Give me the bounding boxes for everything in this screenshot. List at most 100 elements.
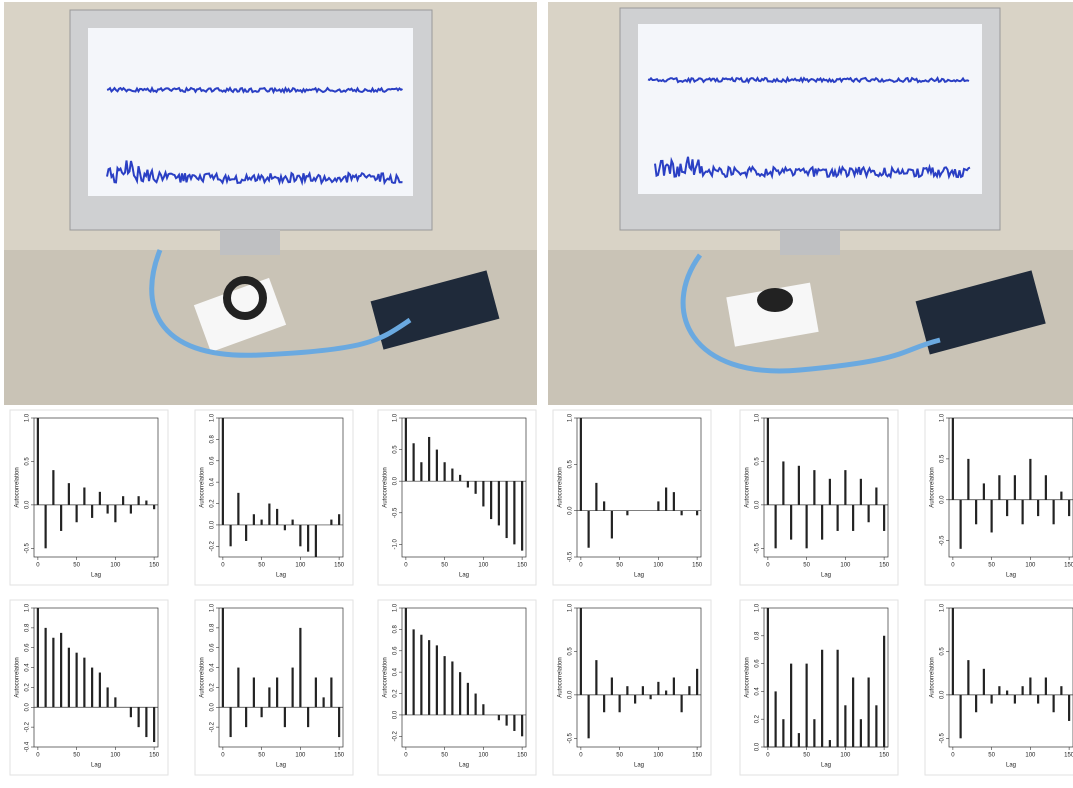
x-tick-label: 0 [36, 563, 40, 569]
x-tick-label: 150 [334, 563, 345, 569]
panel-background [194, 599, 354, 776]
y-tick-label: -0.2 [393, 730, 399, 741]
x-tick-label: 150 [879, 563, 890, 569]
x-tick-label: 150 [1064, 753, 1073, 759]
panel-background [194, 409, 354, 586]
y-tick-label: 0.8 [210, 435, 216, 444]
y-tick-label: 0.0 [568, 506, 574, 515]
x-tick-label: 150 [334, 753, 345, 759]
y-tick-label: 1.0 [568, 413, 574, 422]
x-tick-label: 50 [258, 563, 265, 569]
y-tick-label: 1.0 [393, 603, 399, 612]
x-tick-label: 100 [478, 563, 489, 569]
plot-frame [763, 417, 889, 558]
plot-frame [401, 607, 527, 748]
x-tick-label: 100 [110, 563, 121, 569]
y-tick-label: 1.0 [393, 413, 399, 422]
x-tick-label: 100 [653, 753, 664, 759]
x-axis-label: Lag [459, 763, 469, 769]
x-tick-label: 150 [879, 753, 890, 759]
x-tick-label: 50 [616, 563, 623, 569]
x-axis-label: Lag [91, 573, 101, 579]
panel-background [739, 409, 899, 586]
x-tick-label: 100 [840, 563, 851, 569]
x-axis-label: Lag [459, 573, 469, 579]
y-tick-label: 0.8 [25, 623, 31, 632]
x-tick-label: 0 [579, 753, 583, 759]
x-tick-label: 50 [441, 563, 448, 569]
y-tick-label: 0.6 [393, 646, 399, 655]
plot-frame [401, 417, 527, 558]
y-tick-label: 0.4 [210, 477, 216, 486]
y-axis-label: Autocorrelation [383, 657, 389, 697]
y-tick-label: -1.0 [393, 539, 399, 550]
y-tick-label: 0.5 [393, 445, 399, 454]
y-tick-label: 1.0 [210, 413, 216, 422]
x-tick-label: 0 [766, 563, 770, 569]
y-tick-label: 0.4 [210, 663, 216, 672]
y-tick-label: 0.5 [755, 457, 761, 466]
x-tick-label: 0 [221, 563, 225, 569]
x-tick-label: 150 [149, 753, 160, 759]
y-tick-label: 0.0 [755, 500, 761, 509]
y-tick-label: 0.0 [210, 702, 216, 711]
y-tick-label: -0.5 [940, 535, 946, 546]
y-tick-label: -0.2 [210, 721, 216, 732]
x-tick-label: 50 [803, 563, 810, 569]
x-tick-label: 100 [110, 753, 121, 759]
y-tick-label: -0.4 [25, 741, 31, 752]
x-tick-label: 150 [149, 563, 160, 569]
plot-frame [218, 607, 344, 748]
x-tick-label: 50 [441, 753, 448, 759]
x-axis-label: Lag [821, 763, 831, 769]
acf-panel: -0.4 -0.2 0.0 0.2 0.4 0.6 0.8 1.0 0 50 100 150 Lag Au… [9, 599, 169, 776]
acf-panel: -0.2 0.0 0.2 0.4 0.6 0.8 1.0 0 50 100 150 Lag Autoco… [194, 599, 354, 776]
acf-panel: -1.0 -0.5 0.0 0.5 1.0 0 50 100 150 Lag Autocorrela… [377, 409, 537, 586]
photo-left [4, 2, 537, 405]
x-axis-label: Lag [1006, 573, 1016, 579]
x-tick-label: 100 [1025, 753, 1036, 759]
y-tick-label: 1.0 [568, 603, 574, 612]
y-tick-label: 0.8 [393, 625, 399, 634]
acf-panel: -0.5 0.0 0.5 1.0 0 50 100 150 Lag Autocorrelation [924, 409, 1073, 586]
y-tick-label: -0.5 [755, 542, 761, 553]
x-tick-label: 150 [1064, 563, 1073, 569]
x-tick-label: 150 [517, 563, 528, 569]
x-tick-label: 100 [653, 563, 664, 569]
y-axis-label: Autocorrelation [383, 467, 389, 507]
x-tick-label: 0 [951, 563, 955, 569]
x-tick-label: 100 [478, 753, 489, 759]
panel-background [9, 599, 169, 776]
y-tick-label: 1.0 [940, 413, 946, 422]
y-tick-label: -0.5 [25, 542, 31, 553]
y-tick-label: -0.2 [25, 721, 31, 732]
x-tick-label: 100 [840, 753, 851, 759]
y-tick-label: 0.2 [25, 683, 31, 692]
x-tick-label: 50 [73, 753, 80, 759]
x-tick-label: 0 [36, 753, 40, 759]
x-tick-label: 100 [295, 753, 306, 759]
y-tick-label: 1.0 [25, 603, 31, 612]
y-axis-label: Autocorrelation [200, 657, 206, 697]
y-tick-label: 0.8 [755, 631, 761, 640]
x-tick-label: 50 [988, 753, 995, 759]
x-axis-label: Lag [821, 573, 831, 579]
y-tick-label: 0.6 [210, 456, 216, 465]
y-tick-label: 1.0 [755, 603, 761, 612]
y-tick-label: 0.4 [25, 663, 31, 672]
y-tick-label: 0.6 [755, 659, 761, 668]
x-tick-label: 50 [616, 753, 623, 759]
x-tick-label: 50 [988, 563, 995, 569]
y-tick-label: 0.0 [25, 702, 31, 711]
panel-background [552, 409, 712, 586]
plot-frame [33, 417, 159, 558]
y-tick-label: 0.5 [568, 460, 574, 469]
y-tick-label: 1.0 [25, 413, 31, 422]
acf-panel: -0.5 0.0 0.5 1.0 0 50 100 150 Lag Autocorrelation [739, 409, 899, 586]
y-tick-label: 0.0 [940, 690, 946, 699]
panel-background [377, 409, 537, 586]
y-tick-label: 0.5 [940, 454, 946, 463]
y-tick-label: 0.5 [940, 647, 946, 656]
acf-panel: -0.5 0.0 0.5 1.0 0 50 100 150 Lag Autocorrelation [924, 599, 1073, 776]
acf-panel: -0.5 0.0 0.5 1.0 0 50 100 150 Lag Autocorrelation [552, 599, 712, 776]
